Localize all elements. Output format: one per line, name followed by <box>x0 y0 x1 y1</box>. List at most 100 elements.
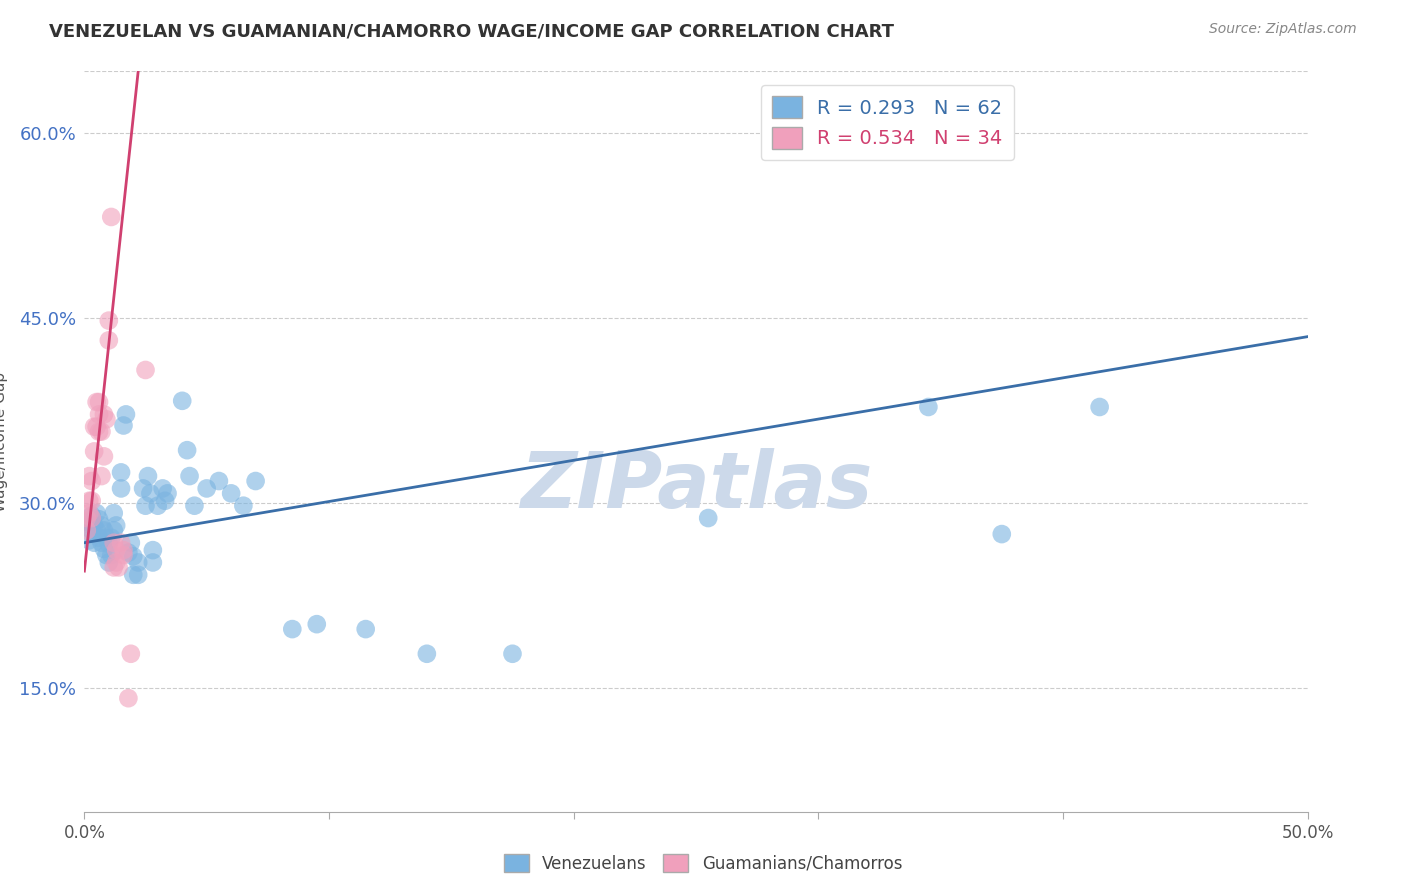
Point <box>127 556 149 570</box>
Point <box>96 412 118 426</box>
Point <box>97 556 120 570</box>
Point <box>97 313 120 327</box>
Point <box>105 556 128 570</box>
Point <box>232 499 254 513</box>
Point <box>153 493 176 508</box>
Point <box>195 482 218 496</box>
Point <box>697 511 720 525</box>
Point <box>103 560 125 574</box>
Point <box>103 506 125 520</box>
Point <box>110 482 132 496</box>
Point <box>86 524 108 538</box>
Point <box>77 493 100 508</box>
Point <box>179 469 201 483</box>
Point <box>107 560 129 574</box>
Point <box>112 543 135 558</box>
Point <box>90 425 112 439</box>
Point <box>83 518 105 533</box>
Point <box>183 499 205 513</box>
Point <box>77 469 100 483</box>
Point <box>136 469 159 483</box>
Text: ZIPatlas: ZIPatlas <box>520 448 872 524</box>
Point <box>991 527 1014 541</box>
Y-axis label: Wage/Income Gap: Wage/Income Gap <box>0 371 8 512</box>
Point <box>172 393 194 408</box>
Point <box>80 508 103 523</box>
Point <box>142 543 165 558</box>
Point <box>112 548 135 562</box>
Point <box>87 425 110 439</box>
Point <box>77 506 100 520</box>
Point <box>100 531 122 545</box>
Point <box>76 524 98 538</box>
Point <box>135 499 157 513</box>
Point <box>110 535 132 549</box>
Point <box>917 400 939 414</box>
Point <box>87 395 110 409</box>
Point <box>96 548 118 562</box>
Point <box>219 486 242 500</box>
Point <box>87 408 110 422</box>
Point <box>281 622 304 636</box>
Point <box>1088 400 1111 414</box>
Point <box>90 469 112 483</box>
Point <box>76 515 98 529</box>
Point <box>77 517 100 532</box>
Point <box>86 506 108 520</box>
Point <box>96 531 118 545</box>
Point <box>117 691 139 706</box>
Point <box>86 419 108 434</box>
Point <box>245 474 267 488</box>
Point <box>80 474 103 488</box>
Point <box>103 535 125 549</box>
Point <box>105 543 128 558</box>
Point <box>156 486 179 500</box>
Point <box>416 647 439 661</box>
Point <box>80 524 103 538</box>
Point <box>90 535 112 549</box>
Point <box>93 541 115 556</box>
Point <box>87 512 110 526</box>
Point <box>112 418 135 433</box>
Point <box>115 408 138 422</box>
Point <box>305 617 328 632</box>
Point <box>502 647 524 661</box>
Legend: R = 0.293   N = 62, R = 0.534   N = 34: R = 0.293 N = 62, R = 0.534 N = 34 <box>761 85 1014 161</box>
Point <box>132 482 155 496</box>
Point <box>135 363 157 377</box>
Text: VENEZUELAN VS GUAMANIAN/CHAMORRO WAGE/INCOME GAP CORRELATION CHART: VENEZUELAN VS GUAMANIAN/CHAMORRO WAGE/IN… <box>49 22 894 40</box>
Point <box>97 334 120 348</box>
Point <box>139 486 162 500</box>
Point <box>120 535 142 549</box>
Point <box>208 474 231 488</box>
Text: Source: ZipAtlas.com: Source: ZipAtlas.com <box>1209 22 1357 37</box>
Point <box>103 524 125 538</box>
Point <box>117 545 139 560</box>
Point <box>142 556 165 570</box>
Point <box>93 524 115 538</box>
Point <box>83 444 105 458</box>
Point <box>83 419 105 434</box>
Point <box>146 499 169 513</box>
Point <box>77 533 100 548</box>
Point <box>152 482 174 496</box>
Point <box>122 549 145 564</box>
Point <box>80 493 103 508</box>
Point <box>93 450 115 464</box>
Point <box>93 408 115 422</box>
Point <box>100 210 122 224</box>
Point <box>80 511 103 525</box>
Point <box>105 518 128 533</box>
Point <box>176 443 198 458</box>
Point <box>97 537 120 551</box>
Point <box>110 466 132 480</box>
Point <box>90 518 112 533</box>
Point <box>87 531 110 545</box>
Point <box>86 395 108 409</box>
Point <box>76 511 98 525</box>
Point <box>127 567 149 582</box>
Point <box>122 567 145 582</box>
Point <box>83 535 105 549</box>
Point <box>120 647 142 661</box>
Legend: Venezuelans, Guamanians/Chamorros: Venezuelans, Guamanians/Chamorros <box>498 847 908 880</box>
